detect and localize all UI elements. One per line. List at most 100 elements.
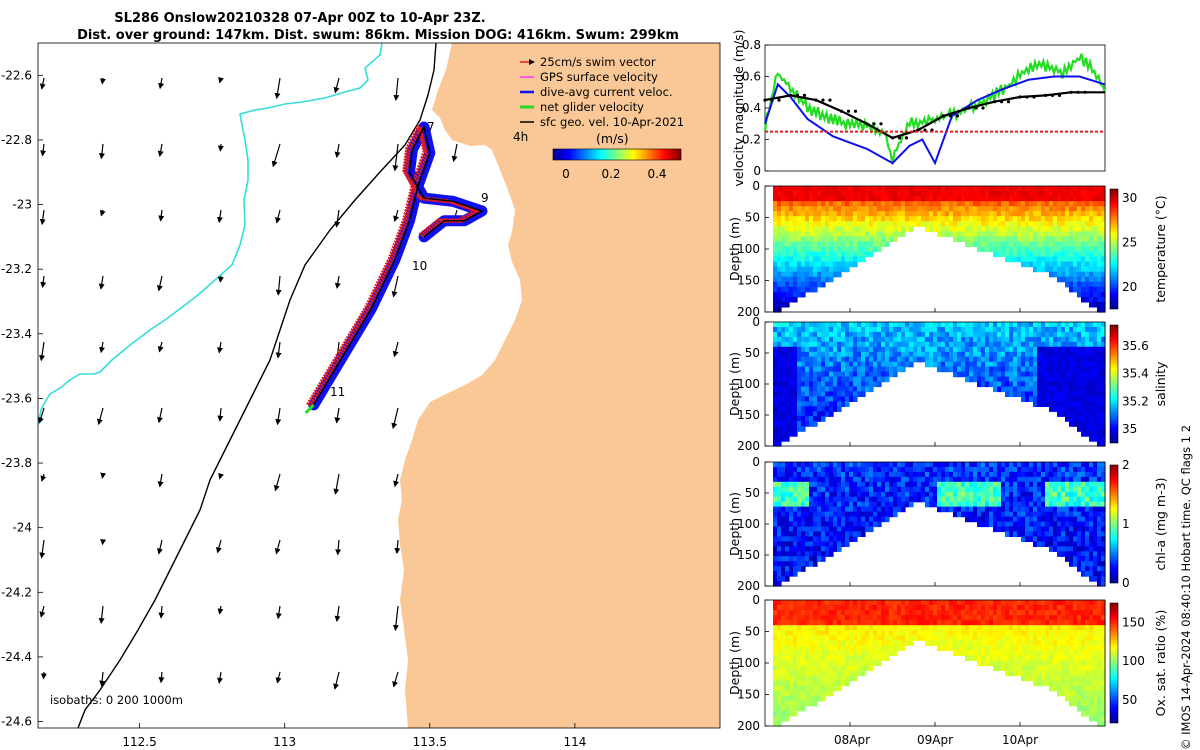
section-cell bbox=[789, 496, 794, 503]
section-cell bbox=[793, 486, 798, 493]
section-cell bbox=[877, 511, 882, 518]
section-cell bbox=[1017, 476, 1022, 483]
section-cell bbox=[797, 236, 802, 242]
section-cell bbox=[785, 396, 790, 402]
section-cell bbox=[797, 690, 802, 697]
velocity-panel: 00.20.40.60.8 velocity magnitude (m/s) bbox=[731, 29, 1107, 187]
section-cell bbox=[837, 486, 842, 493]
section-cell bbox=[797, 531, 802, 537]
section-cell bbox=[1061, 491, 1066, 498]
section-cell bbox=[1097, 541, 1102, 547]
section-cell bbox=[905, 191, 910, 197]
section-cell bbox=[809, 231, 814, 237]
section-cell bbox=[837, 635, 842, 641]
section-cell bbox=[893, 620, 898, 626]
section-cell bbox=[1057, 271, 1062, 278]
section-cell bbox=[1085, 241, 1090, 247]
section-cell bbox=[829, 381, 834, 388]
geo-velocity-arrow bbox=[39, 209, 46, 226]
section-cell bbox=[1089, 351, 1094, 358]
swim-vector bbox=[421, 147, 428, 153]
section-cell bbox=[829, 620, 834, 626]
swim-vector bbox=[313, 389, 320, 395]
section-cell bbox=[941, 331, 946, 338]
section-cell bbox=[809, 526, 814, 533]
section-cell bbox=[973, 327, 978, 333]
swim-vector bbox=[418, 158, 426, 165]
section-cell bbox=[1089, 236, 1094, 242]
section-cell bbox=[1017, 341, 1022, 348]
section-cell bbox=[865, 471, 870, 478]
section-cell bbox=[977, 246, 982, 253]
section-cell bbox=[1057, 496, 1062, 503]
section-cell bbox=[1049, 361, 1054, 368]
section-cell bbox=[889, 346, 894, 353]
section-cell bbox=[1089, 386, 1094, 393]
section-cell bbox=[1001, 471, 1006, 478]
section-cell bbox=[965, 506, 970, 513]
section-cell bbox=[825, 551, 830, 557]
map-xtick-label: 112.5 bbox=[122, 735, 156, 749]
section-cell bbox=[773, 640, 778, 646]
section-cell bbox=[1013, 491, 1018, 498]
section-cell bbox=[1045, 526, 1050, 533]
section-cell bbox=[805, 406, 810, 412]
section-cell bbox=[825, 640, 830, 646]
section-cell bbox=[961, 346, 966, 353]
section-cell bbox=[1049, 191, 1054, 197]
section-cell bbox=[797, 286, 802, 293]
section-cell bbox=[1033, 476, 1038, 483]
section-cell bbox=[829, 406, 834, 412]
section-cell bbox=[853, 376, 858, 383]
section-cell bbox=[773, 556, 778, 562]
section-cell bbox=[881, 462, 886, 468]
section-cell bbox=[833, 625, 838, 631]
section-cell bbox=[925, 346, 930, 353]
section-cell bbox=[985, 246, 990, 253]
section-cell bbox=[1013, 211, 1018, 217]
section-cell bbox=[905, 496, 910, 503]
section-cell bbox=[1029, 521, 1034, 528]
section-cell bbox=[1069, 467, 1074, 473]
section-cell bbox=[781, 211, 786, 217]
section-cell bbox=[1021, 462, 1026, 468]
section-cell bbox=[785, 690, 790, 697]
section-cell bbox=[869, 462, 874, 468]
section-cell bbox=[1037, 322, 1042, 328]
section-cell bbox=[781, 670, 786, 677]
section-cell bbox=[869, 381, 874, 388]
section-cell bbox=[1057, 506, 1062, 513]
section-cell bbox=[885, 226, 890, 232]
section-cell bbox=[853, 356, 858, 363]
section-cell bbox=[801, 327, 806, 333]
section-cell bbox=[793, 566, 798, 572]
section-cell bbox=[809, 506, 814, 513]
section-cell bbox=[989, 462, 994, 468]
section-cell bbox=[793, 561, 798, 567]
section-cell bbox=[797, 496, 802, 503]
section-cell bbox=[817, 610, 822, 616]
section-cell bbox=[877, 336, 882, 343]
section-cell bbox=[953, 501, 958, 508]
section-cell bbox=[837, 506, 842, 513]
section-cell bbox=[933, 322, 938, 328]
section-cell bbox=[813, 186, 818, 192]
section-cell bbox=[781, 506, 786, 513]
section-cell bbox=[1017, 371, 1022, 378]
section-cell bbox=[1009, 476, 1014, 483]
section-cell bbox=[1085, 366, 1090, 373]
section-cell bbox=[941, 231, 946, 237]
section-cell bbox=[1061, 226, 1066, 232]
section-cell bbox=[793, 600, 798, 606]
section-cell bbox=[1033, 531, 1038, 537]
section-cell bbox=[1081, 241, 1086, 247]
section-cell bbox=[817, 221, 822, 227]
section-cell bbox=[821, 467, 826, 473]
section-cell bbox=[1073, 376, 1078, 383]
section-cell bbox=[821, 196, 826, 202]
section-cell bbox=[781, 296, 786, 303]
section-cell bbox=[857, 371, 862, 378]
section-cell bbox=[885, 231, 890, 237]
section-cell bbox=[809, 531, 814, 537]
section-cell bbox=[889, 322, 894, 328]
